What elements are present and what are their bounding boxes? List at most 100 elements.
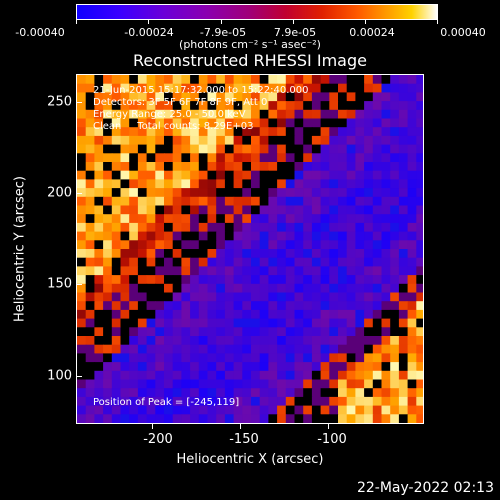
image-pixel: [294, 414, 304, 423]
image-pixel: [207, 118, 217, 128]
image-pixel: [224, 127, 235, 137]
image-pixel: [355, 388, 365, 398]
image-pixel: [207, 240, 217, 250]
image-pixel: [251, 205, 261, 215]
image-pixel: [111, 170, 122, 180]
image-pixel: [138, 423, 147, 424]
image-pixel: [311, 414, 322, 423]
image-pixel: [407, 327, 417, 337]
image-pixel: [224, 283, 235, 294]
image-pixel: [146, 109, 156, 120]
image-pixel: [329, 388, 339, 398]
image-pixel: [398, 266, 409, 276]
image-pixel: [120, 283, 130, 294]
image-pixel: [416, 309, 423, 320]
image-pixel: [346, 292, 356, 302]
image-pixel: [346, 222, 356, 233]
image-pixel: [268, 214, 278, 224]
image-pixel: [94, 144, 104, 154]
image-pixel: [224, 144, 235, 154]
image-pixel: [329, 283, 339, 294]
image-pixel: [285, 257, 296, 267]
image-pixel: [111, 327, 122, 337]
image-pixel: [94, 101, 104, 111]
image-pixel: [94, 118, 104, 128]
image-pixel: [146, 336, 156, 346]
image-pixel: [216, 292, 226, 302]
image-pixel: [416, 144, 423, 154]
image-pixel: [320, 370, 330, 381]
image-pixel: [338, 327, 348, 337]
image-pixel: [277, 179, 287, 189]
image-pixel: [338, 144, 348, 154]
image-pixel: [120, 370, 130, 381]
image-pixel: [251, 362, 261, 372]
image-pixel: [407, 283, 417, 294]
image-pixel: [346, 83, 356, 93]
image-pixel: [407, 318, 417, 328]
image-pixel: [103, 135, 113, 146]
image-pixel: [398, 205, 409, 215]
image-pixel: [381, 327, 391, 337]
image-pixel: [329, 101, 339, 111]
image-pixel: [285, 362, 296, 372]
image-pixel: [268, 336, 278, 346]
image-pixel: [259, 205, 269, 215]
image-pixel: [338, 309, 348, 320]
image-pixel: [390, 196, 400, 207]
image-pixel: [155, 153, 165, 163]
image-pixel: [146, 92, 156, 102]
image-pixel: [137, 301, 148, 311]
image-pixel: [216, 309, 226, 320]
image-pixel: [372, 388, 383, 398]
image-pixel: [77, 275, 87, 285]
image-pixel: [120, 127, 130, 137]
image-pixel: [346, 414, 356, 423]
image-pixel: [390, 153, 400, 163]
image-pixel: [355, 162, 365, 172]
image-pixel: [94, 240, 104, 250]
image-pixel: [146, 370, 156, 381]
image-pixel: [372, 275, 383, 285]
image-pixel: [155, 388, 165, 398]
image-pixel: [94, 292, 104, 302]
image-pixel: [381, 205, 391, 215]
image-pixel: [146, 396, 156, 407]
image-pixel: [198, 101, 209, 111]
image-pixel: [120, 318, 130, 328]
image-pixel: [364, 205, 374, 215]
image-pixel: [407, 127, 417, 137]
image-pixel: [224, 135, 235, 146]
image-pixel: [103, 405, 113, 415]
image-pixel: [364, 379, 374, 389]
image-pixel: [190, 205, 200, 215]
image-pixel: [355, 362, 365, 372]
image-pixel: [242, 344, 252, 354]
image-pixel: [94, 109, 104, 120]
image-pixel: [146, 153, 156, 163]
image-pixel: [190, 405, 200, 415]
image-pixel: [164, 336, 174, 346]
image-pixel: [398, 344, 409, 354]
peak-position: Position of Peak = [-245,119]: [93, 397, 240, 408]
image-pixel: [407, 205, 417, 215]
image-pixel: [94, 336, 104, 346]
image-pixel: [407, 414, 417, 423]
image-pixel: [311, 188, 322, 198]
plot-title: Reconstructed RHESSI Image: [133, 51, 367, 70]
info-line: Energy Range: 25.0 - 50.0 keV: [93, 109, 246, 120]
image-pixel: [311, 214, 322, 224]
image-pixel: [120, 222, 130, 233]
image-pixel: [198, 135, 209, 146]
image-pixel: [338, 275, 348, 285]
image-pixel: [85, 214, 95, 224]
image-pixel: [285, 109, 296, 120]
image-pixel: [94, 388, 104, 398]
image-pixel: [94, 257, 104, 267]
image-pixel: [242, 396, 252, 407]
image-pixel: [198, 162, 209, 172]
image-pixel: [372, 396, 383, 407]
image-pixel: [198, 301, 209, 311]
image-pixel: [207, 205, 217, 215]
image-pixel: [103, 231, 113, 241]
